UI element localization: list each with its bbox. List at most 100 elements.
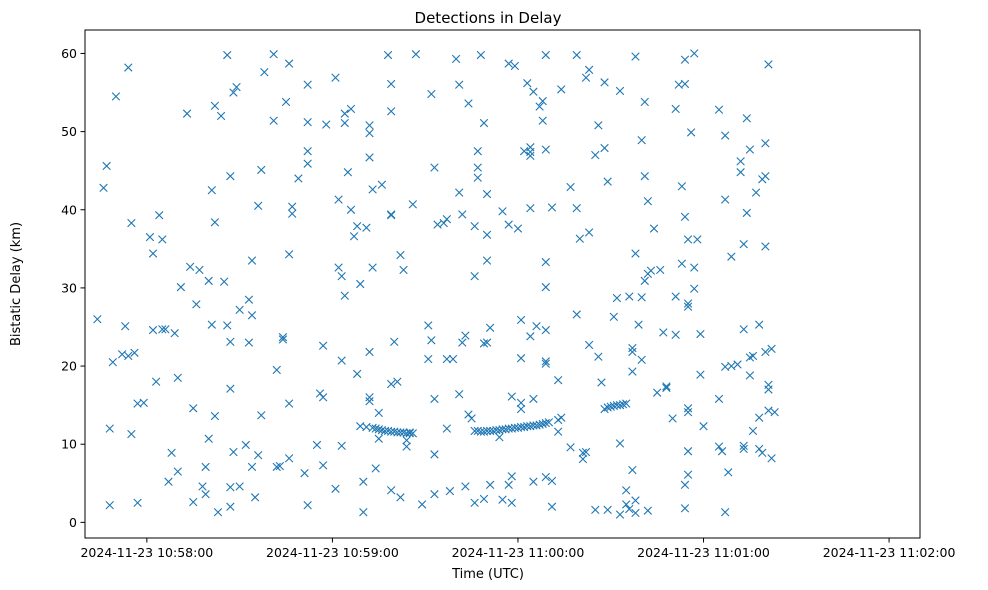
data-point: [257, 411, 266, 420]
data-point: [714, 394, 724, 404]
data-point: [631, 249, 640, 258]
data-point: [164, 477, 173, 486]
data-point: [578, 454, 588, 464]
data-point: [396, 250, 405, 260]
data-point: [105, 500, 114, 510]
data-point: [393, 377, 402, 386]
data-point: [513, 224, 523, 233]
data-point: [767, 344, 776, 354]
data-point: [652, 388, 662, 397]
data-point: [170, 329, 179, 338]
data-point: [745, 145, 755, 154]
data-point: [541, 282, 550, 292]
data-point: [442, 354, 452, 364]
data-point: [677, 182, 687, 191]
data-point: [294, 174, 303, 183]
x-tick-label: 2024-11-23 11:02:00: [823, 545, 956, 560]
y-axis-label: Bistatic Delay (km): [9, 222, 24, 346]
data-point: [105, 424, 114, 433]
data-point: [733, 360, 742, 369]
data-point: [346, 205, 356, 214]
y-tick-label: 40: [61, 202, 77, 217]
data-point: [618, 400, 628, 409]
data-point: [207, 186, 216, 195]
y-tick-label: 30: [61, 280, 77, 295]
x-tick-label: 2024-11-23 11:00:00: [452, 545, 585, 560]
data-point: [748, 351, 758, 361]
data-point: [724, 468, 733, 477]
data-point: [368, 263, 377, 272]
data-point: [622, 500, 631, 509]
data-point: [223, 321, 232, 330]
data-point: [430, 490, 439, 499]
data-point: [124, 351, 133, 361]
data-point: [557, 85, 566, 94]
data-point: [631, 52, 640, 61]
data-point: [686, 128, 696, 137]
data-point: [198, 482, 207, 491]
data-point: [424, 354, 433, 364]
data-point: [622, 399, 631, 408]
data-point: [226, 483, 235, 492]
data-point: [448, 354, 458, 364]
data-point: [374, 425, 383, 434]
data-point: [417, 500, 427, 509]
data-point: [288, 202, 297, 211]
data-point: [696, 329, 705, 339]
data-point: [717, 447, 727, 456]
data-point: [371, 464, 380, 473]
data-point: [690, 49, 699, 58]
data-point: [693, 235, 702, 244]
data-point: [359, 508, 368, 517]
data-point: [331, 73, 340, 82]
data-point: [442, 424, 452, 433]
data-point: [300, 468, 309, 478]
data-point: [637, 355, 646, 364]
data-point: [628, 367, 637, 376]
data-point: [93, 314, 102, 324]
data-point: [189, 404, 198, 413]
data-point: [201, 490, 210, 499]
y-tick-label: 20: [61, 359, 77, 374]
data-point: [671, 330, 680, 339]
data-point: [649, 224, 659, 233]
data-point: [628, 343, 637, 353]
data-point: [485, 480, 495, 490]
data-point: [482, 230, 492, 239]
data-point: [677, 259, 687, 268]
x-tick-label: 2024-11-23 10:59:00: [266, 545, 399, 560]
data-point: [553, 375, 563, 385]
data-point: [102, 161, 111, 171]
data-point: [284, 59, 294, 68]
data-point: [117, 350, 127, 359]
data-point: [365, 153, 374, 162]
data-point: [526, 204, 535, 213]
data-point: [547, 476, 557, 486]
data-point: [337, 356, 346, 365]
data-point: [108, 357, 118, 367]
data-point: [352, 221, 362, 231]
data-point: [606, 402, 615, 411]
data-point: [572, 310, 581, 319]
data-point: [158, 325, 167, 334]
data-point: [736, 157, 745, 166]
data-point: [386, 211, 396, 220]
data-point: [210, 101, 220, 110]
data-point: [359, 477, 368, 486]
data-point: [121, 322, 130, 331]
data-point: [640, 276, 649, 286]
data-point: [99, 183, 108, 193]
data-point: [544, 418, 554, 427]
y-axis-ticks: 0 10 20 30 40 50 60: [61, 46, 85, 530]
data-point: [634, 320, 643, 329]
data-point: [374, 408, 383, 418]
data-point: [761, 242, 770, 251]
data-point: [631, 508, 640, 518]
data-point: [578, 448, 588, 458]
data-point: [640, 97, 649, 107]
data-point: [226, 171, 235, 181]
data-point: [498, 495, 507, 504]
data-point: [727, 361, 736, 371]
data-point: [133, 498, 142, 508]
data-point: [504, 220, 513, 229]
